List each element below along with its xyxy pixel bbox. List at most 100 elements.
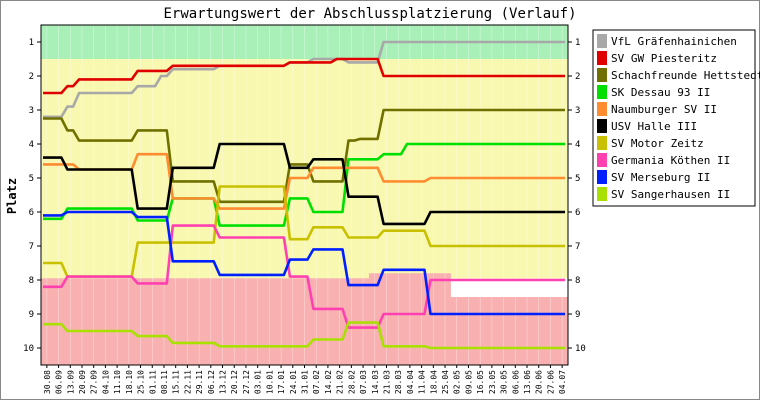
y-axis-label: Platz xyxy=(5,178,19,214)
legend-swatch-1 xyxy=(597,51,607,65)
x-tick-label: 27.12 xyxy=(242,370,251,394)
x-tick-label: 30.05 xyxy=(500,370,509,394)
x-ticks: 30.08 06.09 13.09 20.09 27.09 04.10 11.10 18.10… xyxy=(43,365,567,394)
y-tick-label: 1 xyxy=(575,38,580,48)
legend-label-7: Germania Köthen II xyxy=(611,154,730,167)
x-tick-label: 21.03 xyxy=(382,370,391,394)
x-tick-label: 31.01 xyxy=(301,370,310,394)
legend-swatch-8 xyxy=(597,170,607,184)
legend-swatch-9 xyxy=(597,187,607,201)
y-tick-label: 9 xyxy=(29,310,34,320)
legend-swatch-7 xyxy=(597,153,607,167)
x-tick-label: 11.10 xyxy=(113,370,122,394)
x-tick-label: 20.12 xyxy=(230,370,239,394)
y-tick-label: 6 xyxy=(575,208,580,218)
x-tick-label: 18.10 xyxy=(125,370,134,394)
legend-label-9: SV Sangerhausen II xyxy=(611,188,730,201)
y-tick-label: 9 xyxy=(575,310,580,320)
x-tick-label: 01.11 xyxy=(148,370,157,394)
x-tick-label: 14.02 xyxy=(324,370,333,394)
x-tick-label: 24.01 xyxy=(289,370,298,394)
series-line-9 xyxy=(42,321,565,350)
x-tick-label: 07.02 xyxy=(312,370,321,394)
y-tick-label: 3 xyxy=(29,106,34,116)
legend-label-2: Schachfreunde Hettstedt xyxy=(611,69,760,82)
legend-swatch-6 xyxy=(597,136,607,150)
y-tick-label: 4 xyxy=(575,140,580,150)
series-line-7 xyxy=(42,224,565,329)
series-line-5 xyxy=(42,142,565,226)
y-tick-label: 1 xyxy=(29,38,34,48)
x-tick-label: 13.12 xyxy=(219,370,228,394)
series-line-1 xyxy=(42,57,565,95)
legend-label-5: USV Halle III xyxy=(611,120,697,133)
y-tick-label: 2 xyxy=(29,72,34,82)
x-tick-label: 08.11 xyxy=(160,370,169,394)
legend-label-6: SV Motor Zeitz xyxy=(611,137,704,150)
x-tick-label: 28.03 xyxy=(394,370,403,394)
x-tick-label: 25.10 xyxy=(137,370,146,394)
y-tick-label: 4 xyxy=(29,140,34,150)
y-ticks-right: 1 2 3 4 5 6 7 8 9 10 xyxy=(568,38,586,354)
x-tick-label: 11.04 xyxy=(418,370,427,394)
y-tick-label: 10 xyxy=(575,344,586,354)
legend-label-1: SV GW Piesteritz xyxy=(611,52,717,65)
x-tick-label: 04.10 xyxy=(101,370,110,394)
legend-label-8: SV Merseburg II xyxy=(611,171,710,184)
series-line-8 xyxy=(42,210,565,316)
x-tick-label: 06.06 xyxy=(511,370,520,394)
y-tick-label: 6 xyxy=(29,208,34,218)
x-tick-label: 20.09 xyxy=(78,370,87,394)
x-tick-label: 16.05 xyxy=(476,370,485,394)
x-tick-label: 20.06 xyxy=(535,370,544,394)
y-tick-label: 8 xyxy=(29,276,34,286)
series-lines xyxy=(42,40,565,350)
y-tick-label: 10 xyxy=(23,344,34,354)
x-tick-label: 04.04 xyxy=(406,370,415,394)
legend-swatch-0 xyxy=(597,34,607,48)
y-tick-label: 7 xyxy=(29,242,34,252)
y-tick-label: 7 xyxy=(575,242,580,252)
x-tick-label: 15.11 xyxy=(172,370,181,394)
y-tick-label: 2 xyxy=(575,72,580,82)
series-line-3 xyxy=(42,142,565,227)
legend-swatch-5 xyxy=(597,119,607,133)
legend-label-3: SK Dessau 93 II xyxy=(611,86,710,99)
legend-label-4: Naumburger SV II xyxy=(611,103,717,116)
y-tick-label: 8 xyxy=(575,276,580,286)
x-tick-label: 27.09 xyxy=(90,370,99,394)
legend-swatch-3 xyxy=(597,85,607,99)
x-tick-label: 07.03 xyxy=(359,370,368,394)
x-tick-label: 02.05 xyxy=(453,370,462,394)
x-tick-label: 10.01 xyxy=(265,370,274,394)
y-ticks-left: 1 2 3 4 5 6 7 8 9 10 xyxy=(23,38,41,354)
x-tick-label: 23.05 xyxy=(488,370,497,394)
series-line-2 xyxy=(42,108,565,204)
x-tick-label: 13.06 xyxy=(523,370,532,394)
x-tick-label: 27.06 xyxy=(546,370,555,394)
legend-swatch-4 xyxy=(597,102,607,116)
y-tick-label: 5 xyxy=(29,174,34,184)
x-tick-label: 22.11 xyxy=(183,370,192,394)
legend-box xyxy=(592,29,756,207)
legend: VfL Gräfenhainichen SV GW Piesteritz Schac… xyxy=(592,29,760,207)
x-tick-label: 25.04 xyxy=(441,370,450,394)
x-tick-label: 28.02 xyxy=(347,370,356,394)
x-tick-label: 09.05 xyxy=(464,370,473,394)
legend-swatch-2 xyxy=(597,68,607,82)
x-tick-label: 17.01 xyxy=(277,370,286,394)
x-tick-label: 04.07 xyxy=(558,370,567,394)
x-tick-label: 03.01 xyxy=(254,370,263,394)
x-tick-label: 30.08 xyxy=(43,370,52,394)
x-tick-label: 13.09 xyxy=(66,370,75,394)
y-tick-label: 5 xyxy=(575,174,580,184)
x-tick-label: 06.09 xyxy=(55,370,64,394)
x-tick-label: 29.11 xyxy=(195,370,204,394)
legend-label-0: VfL Gräfenhainichen xyxy=(611,35,737,48)
x-tick-label: 06.12 xyxy=(207,370,216,394)
chart-title: Erwartungswert der Abschlussplatzierung … xyxy=(163,6,576,22)
x-tick-label: 21.02 xyxy=(336,370,345,394)
x-tick-label: 18.04 xyxy=(429,370,438,394)
x-tick-label: 14.03 xyxy=(371,370,380,394)
